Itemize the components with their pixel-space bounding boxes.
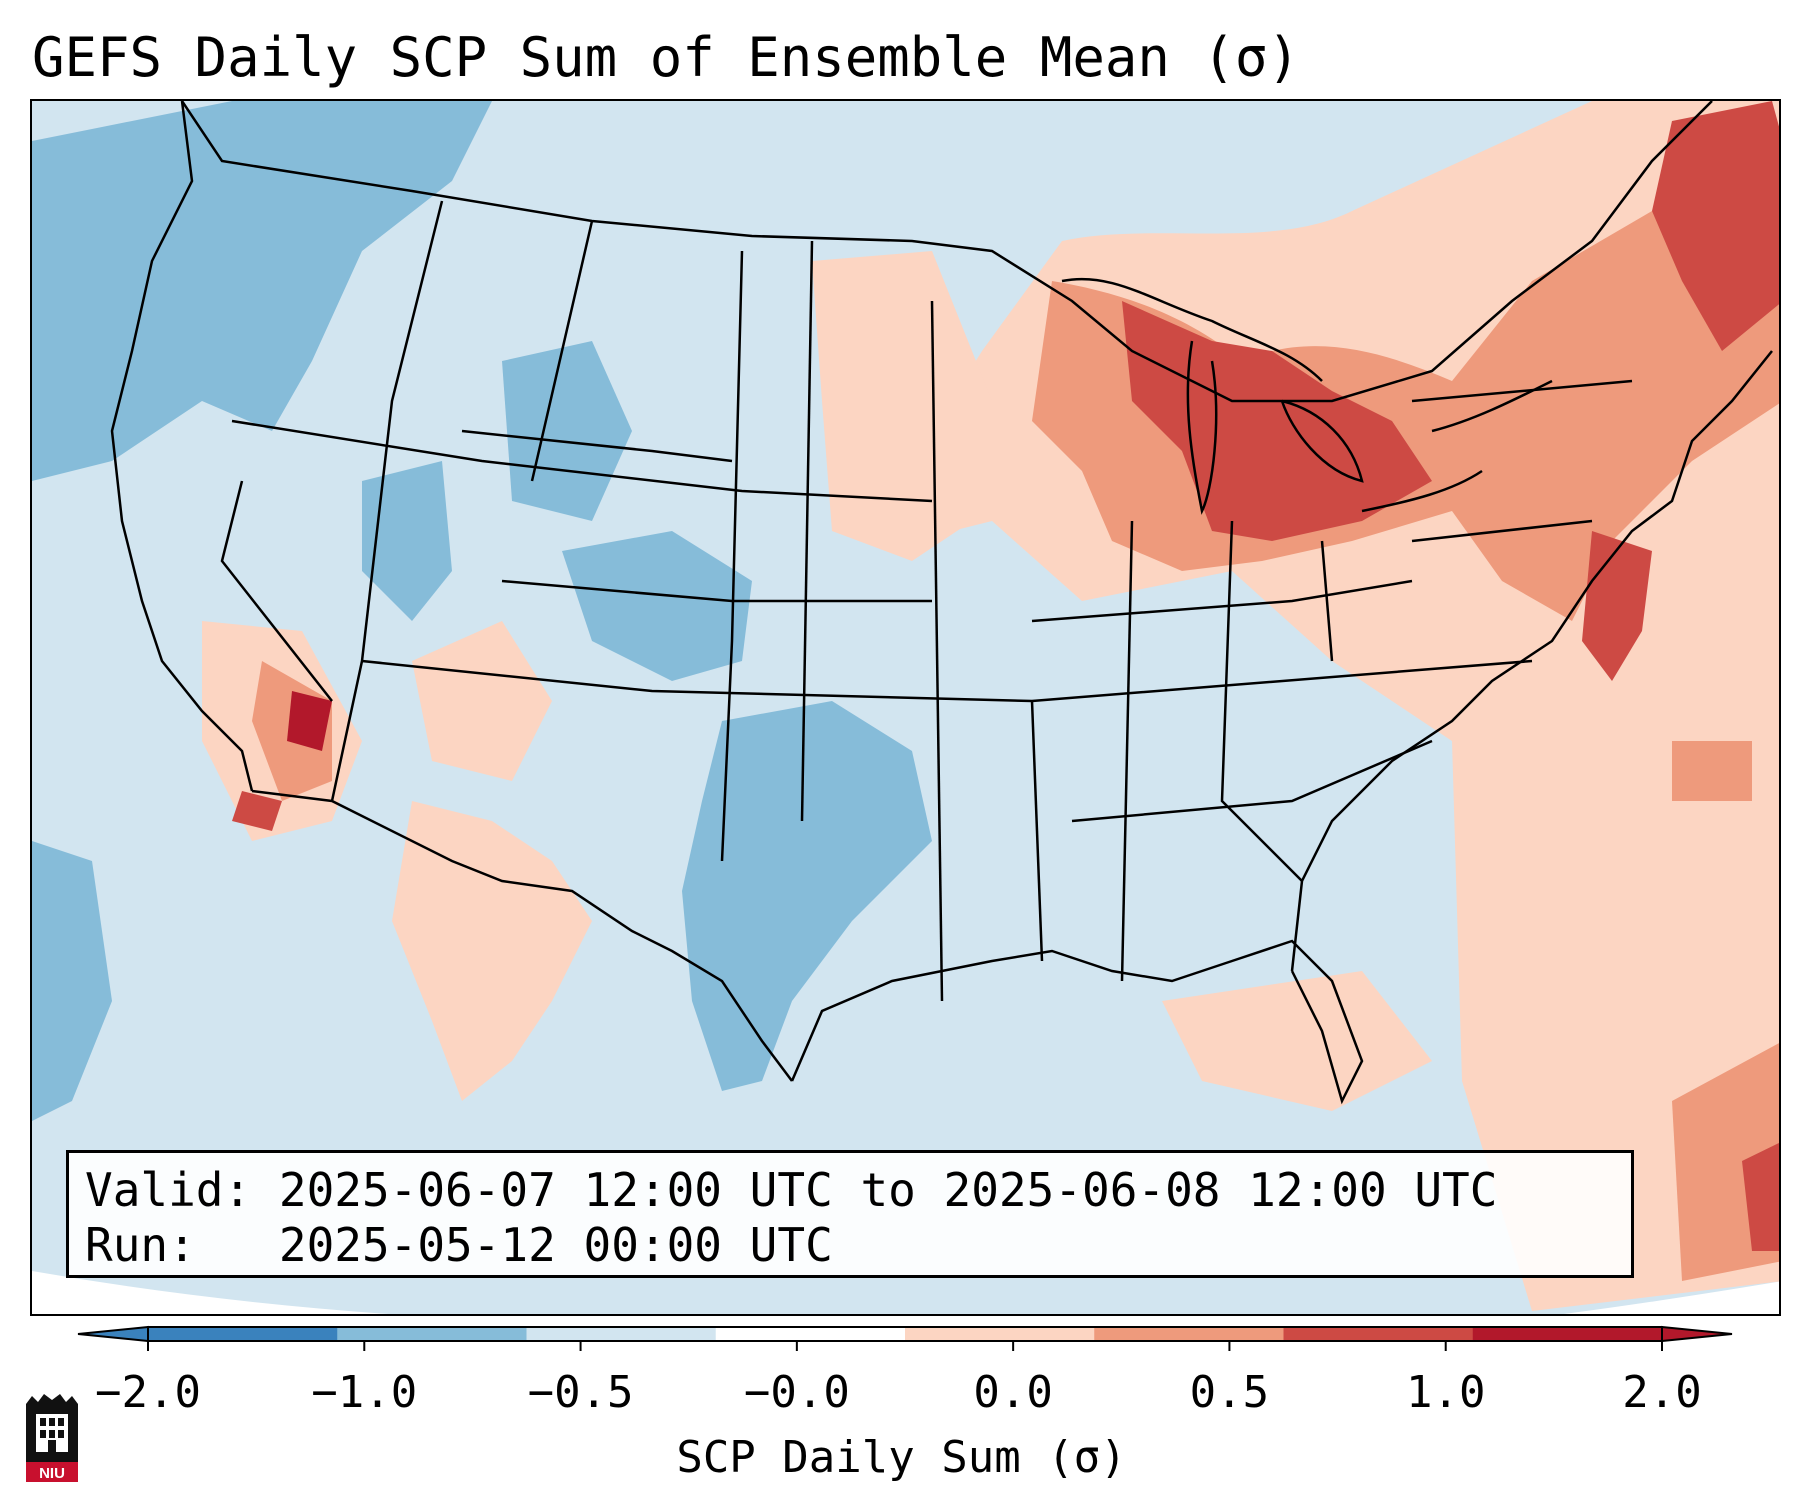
valid-value: 2025-06-07 12:00 UTC to 2025-06-08 12:00… [278,1163,1498,1217]
anomaly-mexico-light [392,801,592,1101]
anomaly-caribbean-strong [1742,1142,1779,1251]
colorbar-tick-label: 2.0 [1622,1367,1702,1418]
anomaly-socal-strong [287,691,332,751]
colorbar-tick-label: 1.0 [1405,1367,1486,1418]
anomaly-greatlakes-strong [1122,301,1432,541]
anomaly-rockies-blue [502,341,632,521]
anomaly-westcoast-blue [32,841,112,1121]
anomaly-northwest-blue [32,101,492,481]
colorbar-segment [526,1327,717,1341]
colorbar-segment [905,1327,1095,1341]
colorbar-segment [1283,1327,1474,1341]
valid-row: Valid: 2025-06-07 12:00 UTC to 2025-06-0… [85,1163,1615,1218]
svg-text:NIU: NIU [39,1465,65,1482]
colorbar-outline [147,1326,1663,1342]
colorbar-tick-label: 0.0 [973,1367,1053,1418]
anomaly-colorado-blue [562,531,752,681]
colorbar-segment [1094,1327,1284,1341]
colorbar-tick-label: −1.0 [311,1367,418,1418]
colorbar-segment [715,1327,906,1341]
colorbar-tick-label: 0.5 [1189,1367,1270,1418]
run-label: Run: [85,1218,196,1272]
run-value: 2025-05-12 00:00 UTC [278,1218,833,1272]
colorbar-tick-label: −0.0 [743,1367,850,1418]
anomaly-northeast-coast-strong [1582,531,1652,681]
figure-title: GEFS Daily SCP Sum of Ensemble Mean (σ) [32,26,1300,89]
anomaly-map [32,101,1779,1314]
niu-logo: NIU [26,1394,78,1482]
colorbar-segment [337,1327,527,1341]
colorbar-segment [1472,1327,1663,1341]
valid-label: Valid: [85,1163,252,1217]
anomaly-arizona-light [412,621,552,781]
anomaly-newengland-strong [1652,101,1779,351]
anomaly-atlantic-medium [1672,741,1752,801]
info-box: Valid: 2025-06-07 12:00 UTC to 2025-06-0… [66,1150,1634,1278]
colorbar-segment [148,1327,338,1341]
anomaly-gulf-light [1162,971,1432,1111]
run-row: Run: 2025-05-12 00:00 UTC [85,1218,1615,1273]
anomaly-utah-blue [362,461,452,621]
political-boundaries [110,101,1773,1105]
map-panel [30,99,1781,1316]
anomaly-plains-light [812,251,992,561]
colorbar-label: SCP Daily Sum (σ) [676,1432,1127,1483]
anomaly-baja-strong [232,791,282,831]
anomaly-texas-blue [682,701,932,1091]
colorbar-extend-low [77,1325,149,1343]
colorbar-extend-high [1661,1325,1733,1343]
colorbar-tick-label: −0.5 [527,1367,634,1418]
colorbar-tick-label: −2.0 [95,1367,201,1418]
